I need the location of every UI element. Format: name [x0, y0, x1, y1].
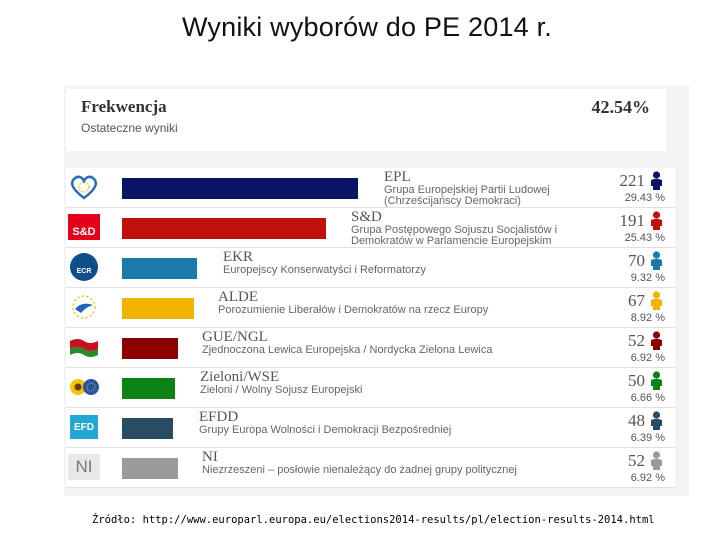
group-name: NI — [202, 449, 218, 465]
slide-title: Wyniki wyborów do PE 2014 r. — [181, 12, 553, 42]
group-name: EKR — [223, 249, 253, 265]
person-icon — [649, 411, 664, 430]
ecr-lion-logo: ECR — [68, 251, 100, 283]
group-description-line2: (Chrześcijańscy Demokraci) — [384, 195, 521, 207]
person-icon — [649, 451, 664, 470]
bar-ni — [122, 458, 178, 479]
seat-percentage: 6.66 % — [630, 392, 665, 404]
sd-logo: S&D — [68, 211, 100, 243]
group-description: Zieloni / Wolny Sojusz Europejski — [200, 384, 363, 396]
seat-count: 52 — [628, 331, 645, 350]
greens-sunflower-logo — [68, 371, 100, 403]
source-note: Źródło: http://www.europarl.europa.eu/el… — [92, 514, 655, 526]
bar-efdd — [122, 418, 173, 439]
bar-gue-ngl — [122, 338, 178, 359]
seat-percentage: 6.92 % — [630, 352, 665, 364]
group-name: S&D — [351, 209, 382, 225]
person-icon — [649, 251, 664, 270]
group-row: Zieloni/WSE Zieloni / Wolny Sojusz Europe… — [66, 368, 675, 408]
person-icon — [649, 331, 664, 350]
person-icon — [649, 291, 664, 310]
group-name: EPL — [384, 169, 411, 185]
person-icon — [649, 171, 664, 190]
bar-epl — [122, 178, 358, 199]
ni-logo: NI — [68, 451, 100, 483]
seat-percentage: 8.92 % — [630, 312, 665, 324]
seat-count: 191 — [619, 211, 646, 230]
alde-stars-logo — [68, 291, 100, 323]
person-icon — [649, 371, 664, 390]
seat-count: 52 — [628, 451, 645, 470]
bar-s-d — [122, 218, 326, 239]
efd-logo: EFD — [68, 411, 100, 443]
seat-percentage: 6.92 % — [630, 472, 665, 484]
turnout-card — [66, 89, 666, 151]
epp-heart-logo — [68, 171, 100, 203]
group-name: Zieloni/WSE — [200, 369, 280, 385]
seat-percentage: 29.43 % — [624, 192, 665, 204]
group-description: Porozumienie Liberałów i Demokratów na r… — [218, 304, 489, 316]
bar-ekr — [122, 258, 197, 279]
group-description: Niezrzeszeni – posłowie nienależący do ż… — [202, 464, 517, 476]
seat-percentage: 25.43 % — [624, 232, 665, 244]
seat-count: 50 — [628, 371, 645, 390]
seat-count: 70 — [628, 251, 645, 270]
turnout-label: Frekwencja — [81, 97, 167, 116]
seat-count: 48 — [628, 411, 645, 430]
gue-flag-logo — [68, 331, 100, 363]
group-name: EFDD — [199, 409, 239, 425]
group-description: Grupy Europa Wolności i Demokracji Bezpo… — [199, 424, 452, 436]
bar-zieloni-wse — [122, 378, 175, 399]
seat-count: 67 — [628, 291, 645, 310]
seat-percentage: 9.32 % — [630, 272, 665, 284]
turnout-value: 42.54% — [591, 97, 651, 117]
group-description: Europejscy Konserwatyści i Reformatorzy — [223, 264, 426, 276]
group-description: Zjednoczona Lewica Europejska / Nordycka… — [202, 344, 493, 356]
group-name: ALDE — [218, 289, 258, 305]
seat-percentage: 6.39 % — [630, 432, 665, 444]
group-description: Grupa Europejskiej Partii Ludowej — [384, 184, 550, 196]
seat-count: 221 — [619, 171, 646, 190]
group-description-line2: Demokratów w Parlamencie Europejskim — [351, 235, 552, 247]
person-icon — [649, 211, 664, 230]
group-name: GUE/NGL — [202, 329, 268, 345]
bar-alde — [122, 298, 194, 319]
turnout-subtitle: Ostateczne wyniki — [81, 121, 178, 135]
group-description: Grupa Postępowego Sojuszu Socjalistów i — [351, 224, 558, 236]
